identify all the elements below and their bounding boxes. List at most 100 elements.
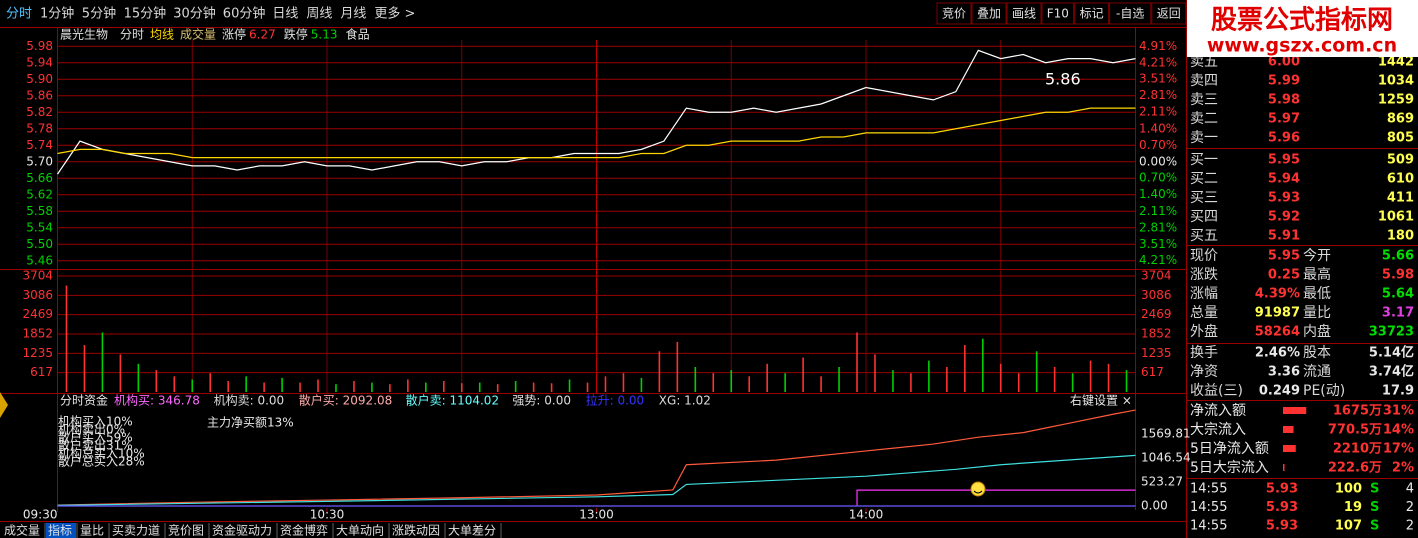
x-tick-label: 13:00	[579, 508, 614, 522]
toolbar-tab[interactable]: 60分钟	[223, 6, 266, 22]
flow-value: 2210万	[1333, 442, 1382, 457]
series-line	[57, 49, 1136, 175]
bottom-tab[interactable]: 大单差分	[448, 524, 496, 538]
toolbar-button-label[interactable]: 返回	[1157, 7, 1181, 21]
fund-overlay: 机构买入10%	[58, 414, 133, 429]
book-price: 6.00	[1268, 55, 1300, 70]
stat-label: 最高	[1303, 266, 1331, 283]
y2-tick-label: 4.91%	[1139, 39, 1177, 53]
y-tick-label: 3086	[22, 288, 53, 302]
stat-value: 3.36	[1268, 365, 1300, 380]
stat-value: 5.95	[1268, 249, 1300, 264]
settings-label[interactable]: 右键设置 ×	[1070, 393, 1132, 408]
book-volume: 869	[1387, 112, 1414, 127]
bottom-tab[interactable]: 涨跌动因	[392, 523, 440, 538]
smiley-face	[973, 490, 983, 494]
side-arrow[interactable]	[0, 392, 8, 418]
fund-overlay: 散户买入59%	[58, 430, 133, 445]
stat-label: 净资	[1190, 364, 1218, 380]
stat-value: 0.25	[1268, 268, 1300, 283]
flow-bar	[1283, 445, 1296, 452]
y2-tick-label: 0.70%	[1139, 171, 1177, 185]
y2-tick-label: 1.40%	[1139, 187, 1177, 201]
toolbar-tab[interactable]: 5分钟	[82, 6, 116, 22]
stat-value: 33723	[1369, 325, 1414, 340]
fund-overlay: 散户总买入28%	[58, 454, 145, 469]
book-price: 5.94	[1268, 172, 1300, 187]
toolbar-button-label[interactable]: 画线	[1012, 7, 1036, 21]
book-volume: 1442	[1378, 55, 1414, 70]
bottom-tab[interactable]: 资金博弈	[280, 523, 328, 538]
bottom-tab[interactable]: 大单动向	[336, 523, 384, 538]
stat-label: 现价	[1190, 248, 1218, 264]
net-label: 主力净买额13%	[207, 416, 294, 430]
stat-label: 今开	[1303, 248, 1331, 264]
toolbar-button[interactable]	[936, 2, 972, 25]
toolbar-button-label[interactable]: -自选	[1116, 7, 1144, 21]
toolbar-button[interactable]	[1074, 2, 1110, 25]
book-volume: 509	[1387, 153, 1414, 168]
toolbar-button[interactable]	[1006, 2, 1042, 25]
toolbar-button-label[interactable]: F10	[1047, 7, 1069, 21]
y2-tick-label: 1235	[1141, 346, 1172, 360]
flow-pct: 17%	[1383, 442, 1414, 457]
bottom-tab[interactable]: 指标	[48, 523, 72, 538]
y2-tick-label: 2.11%	[1139, 105, 1177, 119]
y2-tick-label: 3.51%	[1139, 72, 1177, 86]
toolbar-button[interactable]	[1151, 2, 1187, 25]
tab-active[interactable]	[46, 523, 76, 538]
flow-pct: 31%	[1383, 404, 1414, 419]
y2-tick-label: 1046.54	[1141, 450, 1191, 464]
toolbar-tab[interactable]: 1分钟	[40, 6, 74, 22]
book-label: 买三	[1190, 190, 1218, 206]
bottom-tab[interactable]: 量比	[80, 524, 104, 538]
stat-label: 内盘	[1303, 323, 1331, 340]
stat-value: 3.74亿	[1369, 364, 1414, 380]
book-label: 卖一	[1190, 130, 1218, 146]
toolbar-button[interactable]	[971, 2, 1007, 25]
bottom-tab[interactable]: 竞价图	[168, 524, 204, 538]
toolbar-tab[interactable]: 30分钟	[173, 6, 216, 22]
bottom-tab[interactable]: 资金驱动力	[212, 523, 272, 538]
book-volume: 1034	[1378, 74, 1414, 89]
bottom-tab[interactable]: 成交量	[4, 523, 40, 538]
toolbar-tab[interactable]: 15分钟	[124, 6, 167, 22]
toolbar-tab[interactable]: 日线	[272, 7, 298, 22]
y2-tick-label: 617	[1141, 365, 1164, 379]
toolbar-tab[interactable]: 周线	[306, 7, 332, 22]
stat-label: 量比	[1303, 305, 1331, 321]
header-text: 涨停	[222, 27, 246, 42]
fund-stat: 散户买: 2092.08	[299, 393, 392, 408]
stat-value: 0.249	[1259, 384, 1300, 399]
flow-value: 770.5万	[1328, 423, 1382, 438]
stat-value: 3.17	[1382, 306, 1414, 321]
book-price: 5.97	[1268, 112, 1300, 127]
header-text: 成交量	[180, 27, 216, 42]
bottom-tab[interactable]: 买卖力道	[112, 524, 160, 538]
toolbar-button-label[interactable]: 叠加	[977, 7, 1001, 21]
toolbar-button[interactable]	[1109, 2, 1152, 25]
toolbar-tab[interactable]: 月线	[340, 7, 366, 22]
fund-stat: 机构卖: 0.00	[214, 393, 285, 408]
x-tick-label: 14:00	[849, 508, 884, 522]
fund-stat: 强势: 0.00	[512, 394, 571, 408]
book-label: 卖三	[1190, 92, 1218, 108]
trade-count: 4	[1406, 482, 1414, 497]
y-tick-label: 5.50	[26, 237, 53, 251]
stat-label: 股本	[1303, 345, 1331, 361]
y2-tick-label: 523.27	[1141, 474, 1183, 488]
toolbar-button[interactable]	[1041, 2, 1075, 25]
toolbar-button-label[interactable]: 标记	[1080, 7, 1104, 21]
y2-tick-label: 2469	[1141, 307, 1172, 321]
book-price: 5.93	[1268, 191, 1300, 206]
flow-bar	[1283, 407, 1307, 414]
toolbar-tab[interactable]: 分时	[6, 7, 32, 22]
trade-price: 5.93	[1266, 500, 1298, 515]
trade-side: S	[1370, 500, 1379, 515]
fund-overlay: 散户卖出31%	[58, 438, 133, 453]
toolbar-button-label[interactable]: 竞价	[942, 7, 966, 21]
toolbar-tab[interactable]: 更多 >	[374, 6, 415, 22]
book-label: 卖二	[1190, 111, 1218, 127]
y-tick-label: 1235	[22, 346, 53, 360]
